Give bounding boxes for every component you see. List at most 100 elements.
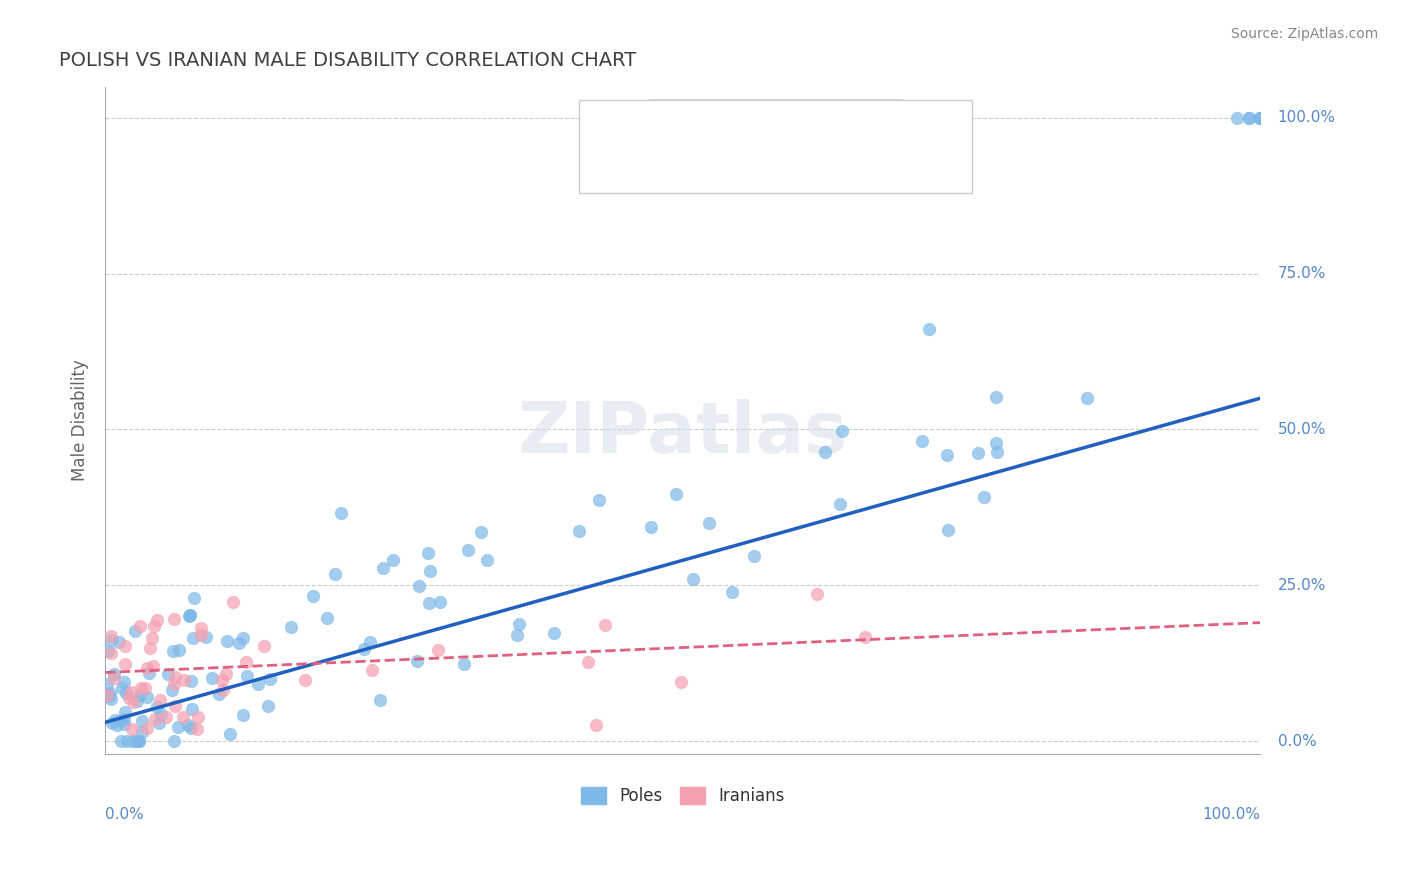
Point — [419, 564, 441, 578]
Point — [416, 546, 439, 560]
Point — [146, 613, 169, 627]
Point — [128, 619, 150, 633]
Point — [1076, 391, 1098, 405]
Text: 0.0%: 0.0% — [105, 807, 143, 822]
Point — [111, 681, 134, 695]
Point — [593, 618, 616, 632]
Point — [141, 631, 163, 645]
Point — [122, 695, 145, 709]
Point — [134, 681, 156, 695]
Point — [360, 663, 382, 677]
Point — [814, 445, 837, 459]
Point — [477, 553, 499, 567]
Point — [235, 655, 257, 669]
Point — [131, 714, 153, 728]
Point — [118, 690, 141, 705]
Point — [427, 642, 450, 657]
Point — [150, 707, 173, 722]
Point — [179, 607, 201, 622]
Point — [98, 689, 121, 703]
Point — [100, 692, 122, 706]
Point — [353, 642, 375, 657]
Point — [1237, 111, 1260, 125]
Point — [112, 712, 135, 726]
Point — [830, 497, 852, 511]
Point — [121, 722, 143, 736]
Point — [211, 673, 233, 687]
Text: 100.0%: 100.0% — [1278, 111, 1336, 125]
Point — [316, 611, 339, 625]
Text: 25.0%: 25.0% — [1278, 578, 1326, 592]
Point — [136, 721, 159, 735]
Point — [973, 490, 995, 504]
Point — [110, 734, 132, 748]
Point — [180, 673, 202, 688]
Point — [218, 727, 240, 741]
Point — [453, 657, 475, 671]
Point — [160, 683, 183, 698]
Point — [112, 674, 135, 689]
Point — [215, 666, 238, 681]
Legend: Poles, Iranians: Poles, Iranians — [575, 780, 792, 812]
Point — [179, 608, 201, 623]
Point — [457, 542, 479, 557]
Point — [105, 717, 128, 731]
Point — [329, 506, 352, 520]
Point — [190, 628, 212, 642]
Point — [855, 630, 877, 644]
Point — [190, 621, 212, 635]
Point — [359, 634, 381, 648]
Point — [163, 734, 186, 748]
Point — [918, 322, 941, 336]
Point — [148, 715, 170, 730]
Text: 50.0%: 50.0% — [1278, 422, 1326, 437]
Point — [405, 654, 427, 668]
Point — [155, 710, 177, 724]
Point — [181, 631, 204, 645]
Point — [228, 636, 250, 650]
Point — [100, 646, 122, 660]
Point — [222, 595, 245, 609]
Point — [201, 671, 224, 685]
Point — [143, 712, 166, 726]
Text: POLISH VS IRANIAN MALE DISABILITY CORRELATION CHART: POLISH VS IRANIAN MALE DISABILITY CORREL… — [59, 51, 637, 70]
Point — [470, 525, 492, 540]
Point — [568, 524, 591, 538]
Point — [162, 644, 184, 658]
Point — [1249, 111, 1271, 125]
Point — [139, 641, 162, 656]
Point — [120, 685, 142, 699]
Point — [911, 434, 934, 448]
Point — [114, 686, 136, 700]
Point — [1237, 111, 1260, 125]
Point — [143, 619, 166, 633]
Point — [100, 632, 122, 647]
Text: 100.0%: 100.0% — [1202, 807, 1260, 822]
Point — [194, 630, 217, 644]
Point — [665, 486, 688, 500]
Point — [114, 639, 136, 653]
Point — [122, 734, 145, 748]
Point — [114, 705, 136, 719]
Point — [100, 629, 122, 643]
Point — [294, 673, 316, 687]
Point — [180, 702, 202, 716]
Point — [408, 579, 430, 593]
Text: ZIPatlas: ZIPatlas — [517, 399, 848, 468]
Point — [128, 734, 150, 748]
Point — [163, 611, 186, 625]
Point — [211, 683, 233, 698]
Point — [103, 671, 125, 685]
Point — [100, 716, 122, 731]
Point — [208, 687, 231, 701]
Point — [186, 722, 208, 736]
Point — [127, 734, 149, 748]
Point — [986, 445, 1008, 459]
Point — [429, 595, 451, 609]
Point — [232, 631, 254, 645]
Point — [112, 717, 135, 731]
Point — [257, 698, 280, 713]
Point — [108, 635, 131, 649]
Point — [576, 655, 599, 669]
Point — [984, 390, 1007, 404]
